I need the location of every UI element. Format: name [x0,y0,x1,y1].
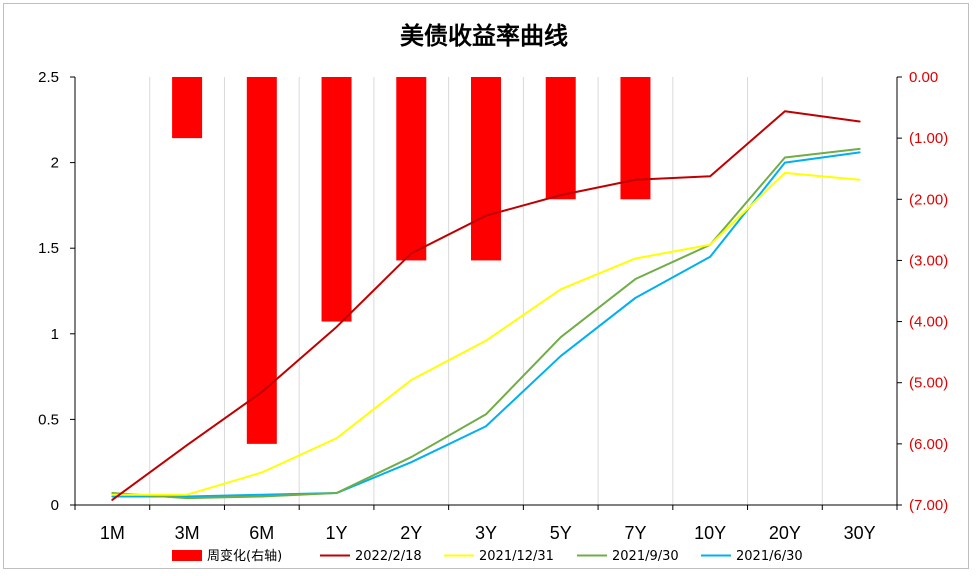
bar-weekly-change [471,77,501,261]
category-label: 3Y [475,523,497,543]
right-tick-label: (6.00) [909,436,948,453]
left-tick-label: 1.5 [38,240,59,257]
right-tick-label: (5.00) [909,375,948,392]
legend-label: 周变化(右轴) [207,548,282,564]
category-label: 20Y [769,523,801,543]
bar-weekly-change [321,77,352,322]
chart-frame: 美债收益率曲线 0 0.5 1 1.5 2 2.5 0.00 (1.00) (2.00) (3.0… [3,3,969,569]
category-label: 3M [175,523,200,543]
left-tick-label: 1 [51,326,59,343]
yield-curve-chart: 美债收益率曲线 0 0.5 1 1.5 2 2.5 0.00 (1.00) (2.00) (3.0… [38,22,948,564]
legend-label: 2021/9/30 [612,549,679,564]
axes-layer: 0 0.5 1 1.5 2 2.5 0.00 (1.00) (2.00) (3.00) (4.00)… [38,69,948,543]
left-tick-label: 2.5 [38,69,59,86]
chart-title: 美债收益率曲线 [400,22,568,50]
bar-weekly-change [545,77,576,200]
legend-label: 2021/12/31 [479,549,554,564]
right-tick-label: 0.00 [909,69,938,86]
category-label: 2Y [400,523,422,543]
right-tick-label: (3.00) [909,252,948,269]
right-tick-label: (1.00) [909,130,948,147]
category-label: 1M [100,523,125,543]
lines-layer [111,110,861,501]
grid-layer [149,77,823,505]
category-label: 30Y [844,523,876,543]
legend-label: 2022/2/18 [355,549,422,564]
right-tick-label: (4.00) [909,314,948,331]
legend: 周变化(右轴) 2022/2/18 2021/12/31 2021/9/30 2021/… [172,548,803,564]
left-tick-label: 2 [51,155,59,172]
category-label: 10Y [694,523,726,543]
category-label: 5Y [550,523,572,543]
series-line [111,151,861,498]
legend-label: 2021/6/30 [736,549,803,564]
series-line [111,110,861,501]
right-tick-label: (2.00) [909,191,948,208]
right-tick-label: (7.00) [909,497,948,514]
bar-weekly-change [246,77,277,444]
category-label: 6M [249,523,274,543]
left-tick-label: 0 [51,497,59,514]
left-tick-label: 0.5 [38,411,59,428]
bars-layer [172,77,651,444]
series-line [111,171,861,496]
category-label: 7Y [624,523,646,543]
bar-weekly-change [172,77,203,139]
category-label: 1Y [326,523,348,543]
series-line [111,147,861,500]
bar-weekly-change [396,77,427,261]
legend-swatch-bar [172,550,202,561]
